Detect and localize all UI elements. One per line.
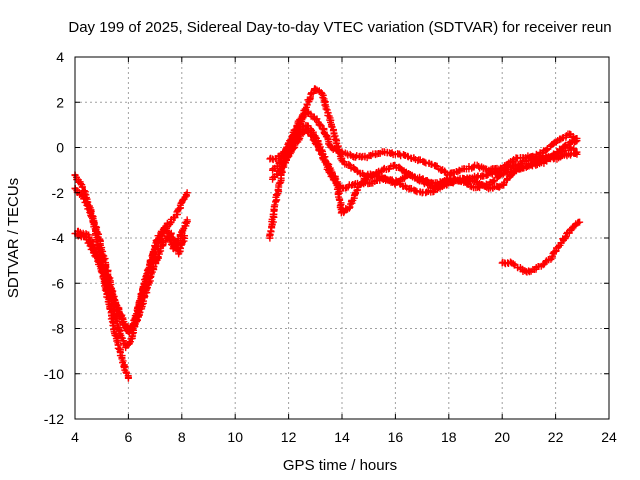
data-point (571, 149, 579, 157)
y-tick-label: -12 (44, 411, 64, 427)
data-point (89, 217, 97, 225)
data-point (95, 256, 103, 264)
x-tick-label: 10 (227, 429, 243, 445)
data-point (412, 187, 420, 195)
data-point (179, 226, 187, 234)
series-track-4 (74, 227, 189, 333)
data-point (113, 322, 121, 330)
x-tick-label: 16 (388, 429, 404, 445)
x-tick-label: 24 (601, 429, 617, 445)
data-point (322, 105, 330, 113)
y-tick-label: -2 (52, 185, 65, 201)
series-track-8 (265, 121, 581, 242)
data-point (576, 218, 584, 226)
data-point (140, 297, 148, 305)
data-point (319, 93, 327, 101)
x-tick-label: 14 (334, 429, 350, 445)
data-point (542, 146, 550, 154)
x-axis-label: GPS time / hours (283, 457, 397, 474)
data-point (554, 243, 562, 251)
y-tick-label: -6 (52, 275, 65, 291)
data-point (547, 255, 555, 263)
data-point (183, 189, 191, 197)
data-points (71, 85, 584, 382)
x-tick-label: 4 (71, 429, 79, 445)
y-tick-label: -8 (52, 321, 65, 337)
x-tick-label: 22 (548, 429, 564, 445)
y-tick-label: 2 (56, 94, 64, 110)
data-point (529, 152, 537, 160)
y-axis-label: SDTVAR / TECUs (5, 178, 22, 298)
data-point (401, 174, 409, 182)
data-point (410, 154, 418, 162)
data-point (405, 170, 413, 178)
data-point (100, 268, 108, 276)
data-point (105, 284, 113, 292)
x-tick-label: 12 (281, 429, 297, 445)
y-tick-label: 0 (56, 140, 64, 156)
y-tick-label: -4 (52, 230, 65, 246)
data-point (88, 240, 96, 248)
x-tick-label: 20 (494, 429, 510, 445)
chart-title: Day 199 of 2025, Sidereal Day-to-day VTE… (68, 19, 611, 36)
data-point (167, 230, 175, 238)
x-tick-label: 8 (178, 429, 186, 445)
data-point (267, 227, 275, 235)
data-point (90, 244, 98, 252)
data-point (312, 85, 320, 93)
x-tick-label: 18 (441, 429, 457, 445)
data-point (573, 150, 581, 158)
data-point (316, 121, 324, 129)
data-point (437, 179, 445, 187)
data-point (562, 132, 570, 140)
data-point (421, 158, 429, 166)
series-track-3 (71, 184, 191, 337)
data-point (125, 339, 133, 347)
data-point (573, 134, 581, 142)
data-point (183, 216, 191, 224)
y-tick-label: 4 (56, 49, 64, 65)
data-point (93, 229, 101, 237)
data-point (180, 232, 188, 240)
x-tick-label: 6 (125, 429, 133, 445)
series-track-9 (498, 218, 584, 276)
grid (75, 57, 609, 419)
data-point (155, 248, 163, 256)
data-point (489, 178, 497, 186)
data-point (124, 374, 132, 382)
y-tick-label: -10 (44, 366, 64, 382)
data-point (110, 292, 118, 300)
data-point (466, 182, 474, 190)
data-point (474, 183, 482, 191)
data-point (85, 205, 93, 213)
data-point (499, 170, 507, 178)
